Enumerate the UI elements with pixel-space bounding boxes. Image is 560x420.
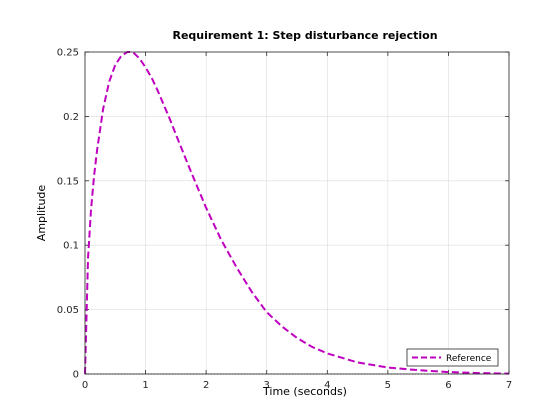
y-tick-label: 0.2 (63, 112, 79, 123)
y-tick-label: 0.15 (57, 176, 79, 187)
plot-area (85, 52, 509, 374)
chart-title: Requirement 1: Step disturbance rejectio… (172, 29, 437, 42)
y-axis-label: Amplitude (35, 185, 48, 242)
legend: Reference (406, 348, 499, 367)
x-tick-label: 2 (203, 380, 209, 391)
x-axis-label: Time (seconds) (262, 385, 347, 398)
x-tick-label: 5 (385, 380, 391, 391)
x-tick-label: 6 (445, 380, 451, 391)
x-tick-label: 4 (324, 380, 330, 391)
plot-frame (84, 51, 510, 375)
x-tick-label: 7 (506, 380, 512, 391)
legend-box (406, 348, 499, 367)
series-line-reference (84, 51, 510, 375)
y-tick-label: 0 (73, 370, 79, 381)
series-layer (84, 51, 510, 375)
y-tick-label: 0.25 (57, 48, 79, 59)
y-tick-label: 0.1 (63, 241, 79, 252)
tick-labels: 0 1 2 3 4 5 6 7 0 0.05 0.1 0.15 0.2 0.25 (57, 48, 512, 392)
y-tick-label: 0.05 (57, 305, 79, 316)
x-tick-label: 3 (264, 380, 270, 391)
legend-label-reference: Reference (446, 354, 492, 364)
x-tick-label: 1 (142, 380, 148, 391)
x-tick-label: 0 (82, 380, 88, 391)
